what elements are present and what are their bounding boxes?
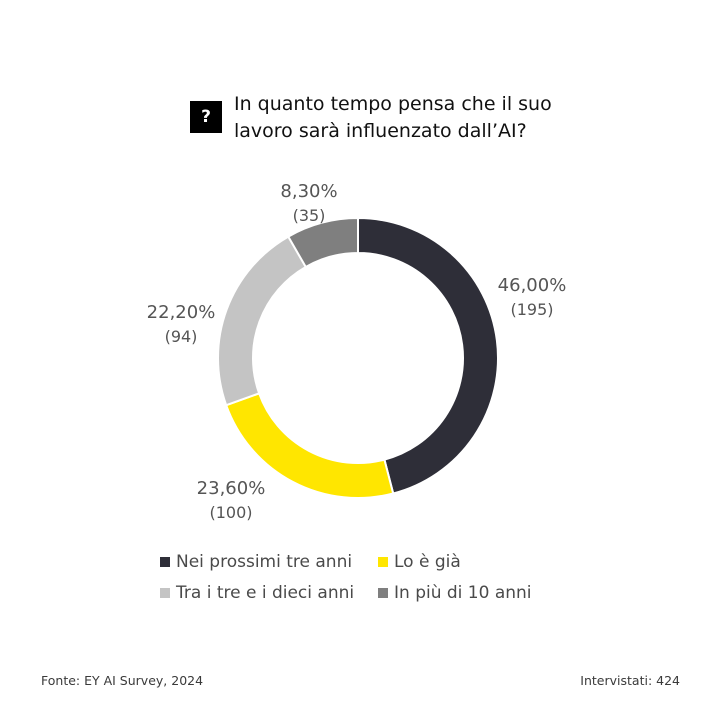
- legend-item-lo-e-gia: Lo è già: [378, 552, 578, 572]
- legend-label: In più di 10 anni: [394, 583, 532, 603]
- chart-legend: Nei prossimi tre anni Lo è già Tra i tre…: [160, 552, 580, 603]
- respondents-count: Intervistati: 424: [580, 673, 680, 688]
- legend-label: Tra i tre e i dieci anni: [176, 583, 355, 603]
- count-label-tra-tre-e-dieci-anni: (94): [165, 327, 198, 346]
- legend-swatch: [160, 557, 170, 567]
- legend-label: Lo è già: [394, 552, 461, 572]
- slice-in-piu-di-10-anni: [286, 216, 359, 269]
- legend-item-nei-prossimi-tre-anni: Nei prossimi tre anni: [160, 552, 378, 572]
- count-label-nei-prossimi-tre-anni: (195): [510, 300, 553, 319]
- count-label-lo-e-gia: (100): [209, 503, 252, 522]
- count-label-in-piu-di-10-anni: (35): [293, 206, 326, 225]
- question-icon: ?: [190, 101, 222, 133]
- legend-swatch: [378, 557, 388, 567]
- legend-item-tra-tre-e-dieci-anni: Tra i tre e i dieci anni: [160, 583, 378, 603]
- legend-label: Nei prossimi tre anni: [176, 552, 353, 572]
- legend-swatch: [378, 588, 388, 598]
- percent-label-nei-prossimi-tre-anni: 46,00%: [498, 275, 567, 296]
- legend-swatch: [160, 588, 170, 598]
- chart-title: In quanto tempo pensa che il suo lavoro …: [234, 93, 552, 142]
- percent-label-tra-tre-e-dieci-anni: 22,20%: [147, 302, 216, 323]
- donut-chart: 46,00% (195) 23,60% (100) 22,20% (94) 8,30% (35…: [147, 181, 567, 522]
- legend-item-in-piu-di-10-anni: In più di 10 anni: [378, 583, 578, 603]
- percent-label-lo-e-gia: 23,60%: [197, 478, 266, 499]
- slice-nei-prossimi-tre-anni: [357, 216, 499, 495]
- percent-label-in-piu-di-10-anni: 8,30%: [280, 181, 337, 202]
- slice-tra-tre-e-dieci-anni: [217, 235, 308, 407]
- source-note: Fonte: EY AI Survey, 2024: [41, 673, 204, 688]
